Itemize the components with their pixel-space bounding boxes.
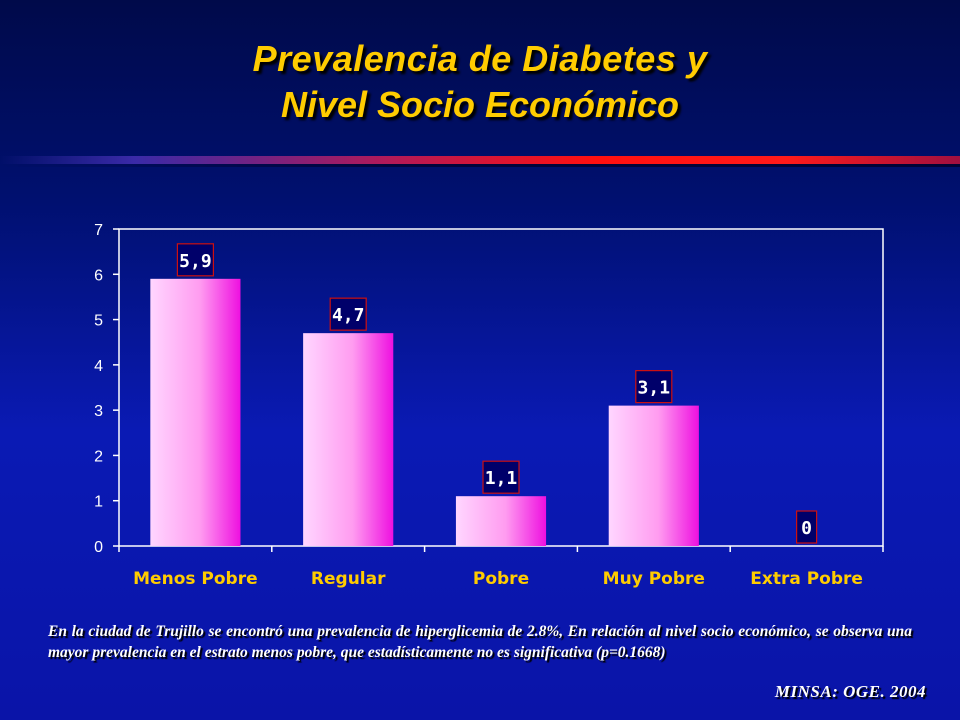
data-label: 1,1 xyxy=(485,468,518,489)
data-label: 0 xyxy=(801,518,812,539)
title-line-2: Nivel Socio Económico xyxy=(280,84,680,125)
source-citation: MINSA: OGE. 2004 xyxy=(774,682,926,701)
data-label-box xyxy=(176,243,214,277)
bar xyxy=(303,333,394,546)
footnote-text: En la ciudad de Trujillo se encontró una… xyxy=(48,623,912,661)
bar xyxy=(608,405,699,546)
x-category-label: Menos Pobre xyxy=(133,569,258,589)
bar xyxy=(455,496,547,546)
y-tick-label: 6 xyxy=(94,267,103,284)
data-label-box xyxy=(795,510,818,544)
x-category-label: Regular xyxy=(311,569,386,589)
y-tick-label: 2 xyxy=(94,448,103,465)
y-tick-label: 1 xyxy=(94,494,103,511)
x-category-label: Muy Pobre xyxy=(603,569,705,589)
data-label-box xyxy=(635,370,673,404)
y-tick-label: 5 xyxy=(94,313,103,330)
y-tick-label: 0 xyxy=(94,539,103,556)
title-line-1: Prevalencia de Diabetes y xyxy=(252,38,708,79)
y-tick-label: 4 xyxy=(94,358,103,375)
x-category-label: Pobre xyxy=(473,569,529,589)
title-divider xyxy=(0,156,960,164)
data-label: 3,1 xyxy=(638,378,671,399)
data-label: 5,9 xyxy=(179,251,212,272)
data-label-box xyxy=(329,297,367,331)
x-category-label: Extra Pobre xyxy=(750,569,863,589)
bar xyxy=(150,278,241,546)
slide-title: Prevalencia de Diabetes y Nivel Socio Ec… xyxy=(0,36,960,128)
y-tick-label: 7 xyxy=(94,222,103,239)
y-tick-label: 3 xyxy=(94,403,103,420)
data-label-box xyxy=(482,460,520,494)
data-label: 4,7 xyxy=(332,305,365,326)
title-divider-shadow xyxy=(0,164,960,167)
